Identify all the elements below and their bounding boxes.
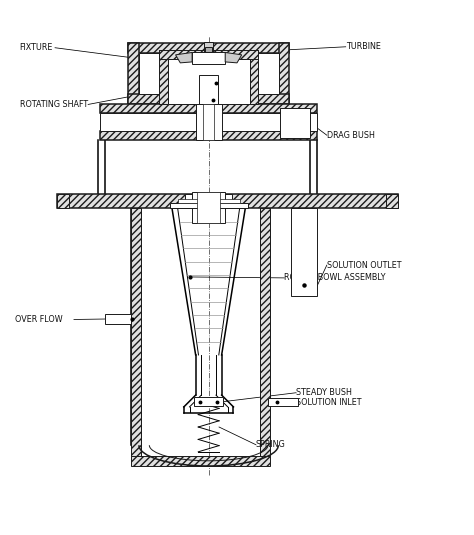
- Bar: [250, 50, 258, 104]
- Text: SPRING: SPRING: [256, 440, 286, 449]
- Bar: [105, 314, 131, 324]
- Bar: [192, 192, 225, 223]
- Bar: [57, 194, 398, 209]
- Bar: [159, 50, 258, 59]
- Polygon shape: [225, 52, 242, 63]
- Bar: [197, 192, 220, 223]
- Text: ROTATING SHAFT: ROTATING SHAFT: [19, 100, 88, 109]
- Text: OVER FLOW: OVER FLOW: [15, 315, 63, 324]
- Bar: [128, 43, 289, 54]
- Bar: [196, 104, 222, 140]
- Bar: [131, 209, 141, 456]
- Bar: [268, 398, 299, 407]
- Bar: [100, 132, 318, 140]
- Bar: [194, 398, 223, 406]
- Text: FIXTURE: FIXTURE: [19, 43, 53, 52]
- Bar: [128, 94, 289, 104]
- Bar: [139, 54, 279, 94]
- Bar: [386, 194, 398, 209]
- Bar: [170, 203, 247, 209]
- Bar: [131, 456, 270, 466]
- Bar: [185, 194, 232, 209]
- Text: STEADY BUSH: STEADY BUSH: [296, 388, 352, 398]
- Text: DRAG BUSH: DRAG BUSH: [327, 131, 374, 140]
- Polygon shape: [175, 52, 192, 63]
- Bar: [192, 52, 225, 64]
- Bar: [292, 209, 318, 296]
- Bar: [167, 59, 250, 104]
- Bar: [100, 104, 318, 113]
- Bar: [205, 47, 212, 52]
- Bar: [204, 42, 213, 54]
- Text: SOLUTION OUTLET: SOLUTION OUTLET: [327, 261, 401, 270]
- Bar: [280, 108, 310, 137]
- Bar: [159, 50, 167, 104]
- Bar: [199, 74, 218, 104]
- Bar: [128, 43, 139, 104]
- Bar: [178, 199, 239, 203]
- Text: SOLUTION INLET: SOLUTION INLET: [296, 398, 362, 407]
- Bar: [203, 104, 214, 140]
- Text: ROTARY BOWL ASSEMBLY: ROTARY BOWL ASSEMBLY: [284, 273, 386, 282]
- Text: TURBINE: TURBINE: [346, 42, 381, 51]
- Bar: [279, 43, 289, 104]
- Bar: [57, 194, 69, 209]
- Bar: [260, 209, 270, 456]
- Bar: [100, 113, 318, 132]
